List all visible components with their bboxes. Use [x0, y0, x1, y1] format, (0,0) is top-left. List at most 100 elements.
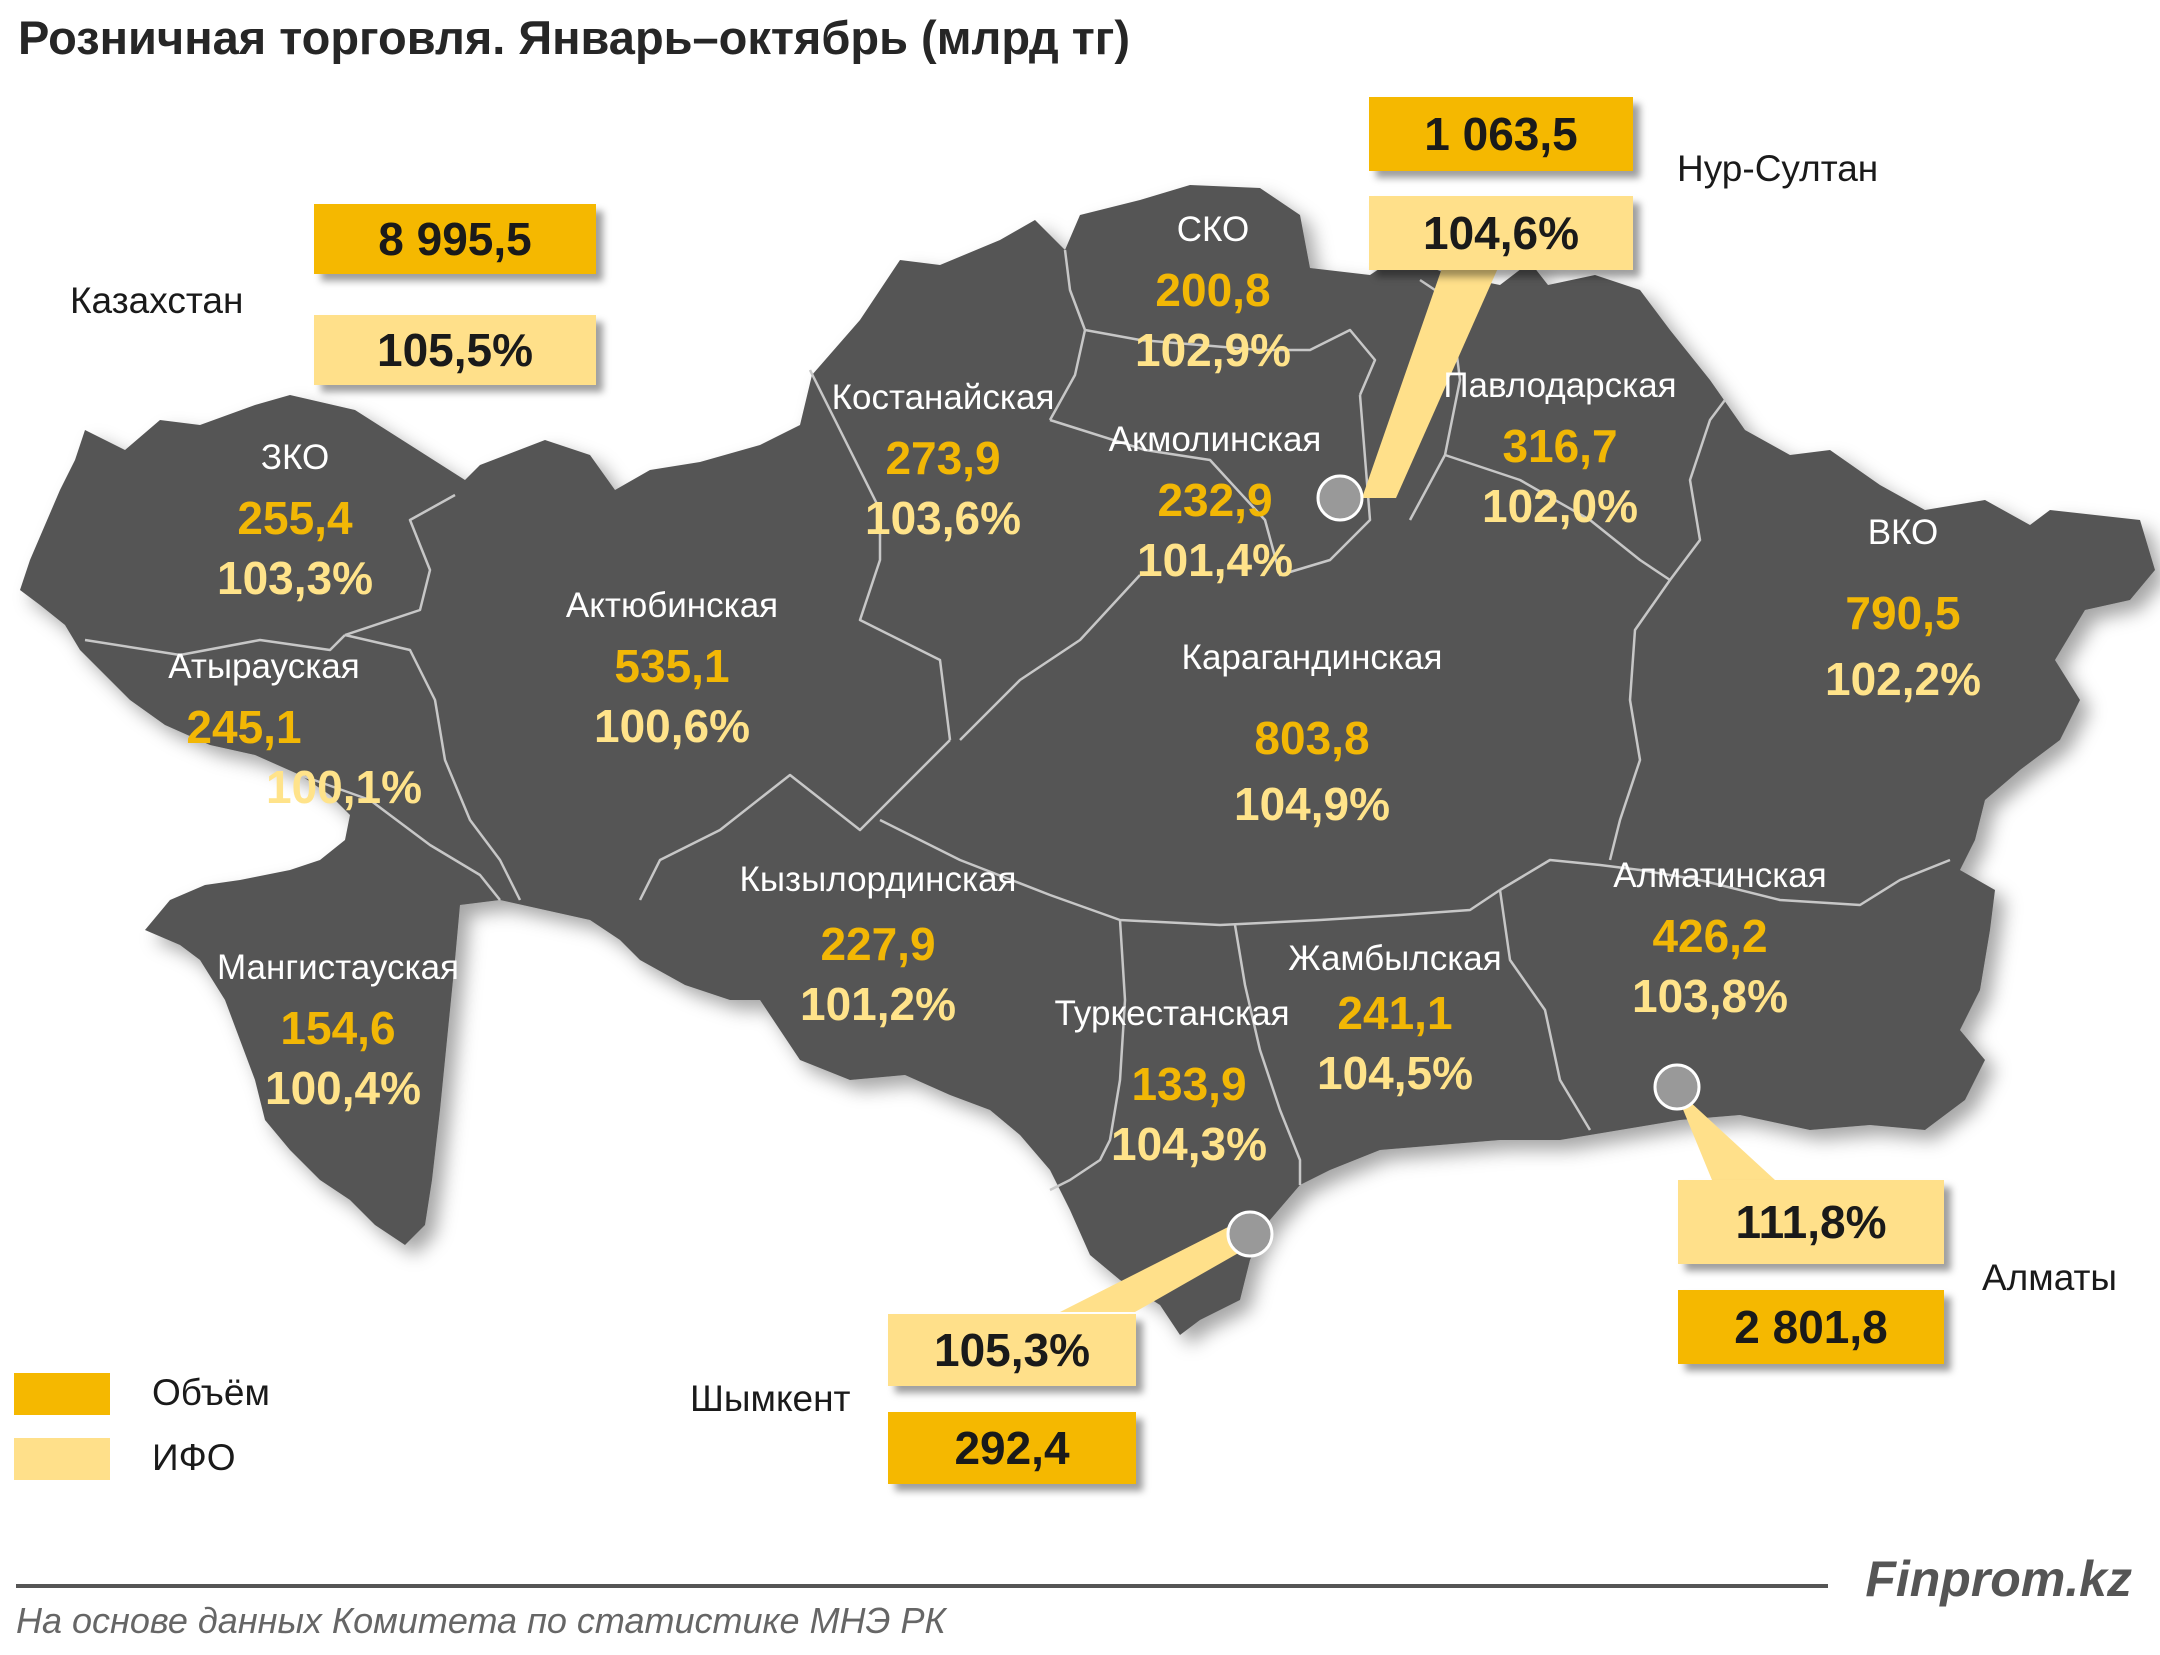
- kazakhstan-volume-box: 8 995,5: [314, 204, 596, 274]
- border-akmola-karaganda: [1049, 394, 1372, 577]
- region-ifo: 102,2%: [1824, 653, 1982, 705]
- region-ifo: 100,6%: [593, 700, 751, 752]
- shymkent-volume-box: 292,4: [888, 1412, 1136, 1484]
- region-label-atyrau: Атырауская 245,1 100,1%: [106, 649, 422, 810]
- region-ifo: 100,4%: [264, 1062, 422, 1114]
- region-name: Кызылординская: [739, 860, 1017, 899]
- border-zko-atyrau: [84, 634, 346, 657]
- region-name: ЗКО: [260, 438, 330, 477]
- region-volume: 154,6: [280, 1002, 396, 1054]
- region-label-akmola: Акмолинская 232,9 101,4%: [1109, 422, 1322, 583]
- nur-sultan-label: Нур-Султан: [1677, 148, 1879, 189]
- region-label-vko: ВКО 790,5 102,2%: [1825, 515, 1981, 702]
- region-name: СКО: [1176, 210, 1250, 249]
- legend-volume-label: Объём: [152, 1372, 270, 1413]
- border-kostanay-aktobe: [808, 369, 952, 741]
- region-ifo: 103,6%: [864, 492, 1021, 544]
- region-volume: 245,1: [186, 701, 302, 753]
- region-volume: 273,9: [885, 432, 1001, 484]
- shymkent-label: Шымкент: [690, 1378, 851, 1419]
- border-atyrau-aktobe: [344, 633, 522, 901]
- legend-volume-swatch: [14, 1373, 110, 1415]
- nur-sultan-callout-pointer: [1362, 268, 1498, 498]
- region-ifo: 104,5%: [1316, 1047, 1474, 1099]
- border-sko-south: [1084, 328, 1377, 396]
- region-ifo: 102,9%: [1134, 324, 1292, 376]
- region-ifo: 101,4%: [1136, 534, 1293, 586]
- region-name: Алматинская: [1613, 856, 1827, 895]
- border-vko-karaganda: [1608, 579, 1672, 861]
- border-zhambyl-almaty: [1498, 889, 1592, 1131]
- region-volume: 232,9: [1157, 474, 1273, 526]
- nur-sultan-marker: [1316, 474, 1364, 522]
- region-ifo: 103,8%: [1631, 970, 1788, 1022]
- region-label-aktobe: Актюбинская 535,1 100,6%: [566, 588, 778, 749]
- source-note: На основе данных Комитета по статистике …: [16, 1600, 946, 1641]
- legend-ifo-label: ИФО: [152, 1437, 236, 1478]
- region-volume: 227,9: [820, 918, 936, 970]
- region-label-sko: СКО 200,8 102,9%: [1135, 212, 1291, 373]
- region-ifo: 102,0%: [1481, 480, 1638, 532]
- region-name: Жамбылская: [1288, 939, 1502, 978]
- city-markers: [1060, 268, 1775, 1312]
- region-volume: 200,8: [1155, 264, 1271, 316]
- region-name: Атырауская: [168, 647, 360, 686]
- region-name: ВКО: [1867, 513, 1939, 552]
- legend-ifo-swatch: [14, 1438, 110, 1480]
- region-name: Туркестанская: [1054, 994, 1290, 1033]
- region-label-zhambyl: Жамбылская 241,1 104,5%: [1288, 941, 1501, 1096]
- nur-sultan-ifo-box: 104,6%: [1369, 196, 1633, 270]
- region-ifo: 100,1%: [265, 761, 423, 813]
- region-name: Мангистауская: [217, 948, 459, 987]
- almaty-label: Алматы: [1982, 1257, 2118, 1298]
- region-label-karaganda: Карагандинская 803,8 104,9%: [1182, 640, 1443, 827]
- shymkent-marker: [1226, 1210, 1274, 1258]
- region-name: Костанайская: [831, 378, 1055, 417]
- almaty-ifo-box: 111,8%: [1678, 1180, 1944, 1264]
- border-turkestan-zhambyl: [1233, 924, 1302, 1185]
- region-label-almaty-region: Алматинская 426,2 103,8%: [1613, 858, 1826, 1019]
- region-ifo: 103,3%: [216, 552, 374, 604]
- region-label-turkestan: Туркестанская 133,9 104,3%: [1054, 996, 1289, 1167]
- region-volume: 133,9: [1131, 1058, 1247, 1110]
- border-aktobe-kyzylorda: [638, 739, 951, 901]
- kazakhstan-label: Казахстан: [70, 280, 244, 321]
- region-volume: 255,4: [237, 492, 353, 544]
- brand-logo: Finprom.kz: [1865, 1551, 2132, 1607]
- almaty-volume-box: 2 801,8: [1678, 1290, 1944, 1364]
- region-name: Актюбинская: [565, 586, 779, 625]
- border-karaganda-almaty: [1499, 858, 1641, 892]
- region-volume: 426,2: [1652, 910, 1768, 962]
- border-zko-aktobe: [344, 493, 456, 637]
- region-label-mangystau: Мангистауская 154,6 100,4%: [217, 950, 459, 1111]
- region-label-kostanay: Костанайская 273,9 103,6%: [832, 380, 1055, 541]
- region-name: Павлодарская: [1443, 366, 1677, 405]
- region-volume: 803,8: [1254, 712, 1370, 764]
- border-atyrau-mangystau: [299, 773, 501, 901]
- kazakhstan-ifo-box: 105,5%: [314, 315, 596, 385]
- region-label-kyzylorda: Кызылординская 227,9 101,2%: [740, 862, 1017, 1027]
- region-volume: 790,5: [1845, 587, 1961, 639]
- region-label-pavlodar: Павлодарская 316,7 102,0%: [1443, 368, 1676, 529]
- region-volume: 241,1: [1337, 987, 1453, 1039]
- region-volume: 535,1: [614, 640, 730, 692]
- almaty-marker: [1653, 1063, 1701, 1111]
- region-ifo: 104,9%: [1233, 778, 1391, 830]
- border-kyzylorda-karaganda: [879, 818, 1501, 927]
- nur-sultan-volume-box: 1 063,5: [1369, 97, 1633, 171]
- footer-divider: [16, 1584, 1828, 1588]
- region-label-zko: ЗКО 255,4 103,3%: [217, 440, 373, 601]
- region-volume: 316,7: [1502, 420, 1618, 472]
- country-outline: [20, 185, 2155, 1335]
- border-kyzylorda-turkestan: [1049, 919, 1127, 1192]
- shymkent-callout-pointer: [1060, 1223, 1256, 1312]
- almaty-callout-pointer: [1668, 1073, 1775, 1180]
- shymkent-ifo-box: 105,3%: [888, 1314, 1136, 1386]
- region-name: Акмолинская: [1108, 420, 1322, 459]
- region-name: Карагандинская: [1181, 638, 1443, 677]
- border-vko-almaty: [1639, 858, 1951, 907]
- region-ifo: 101,2%: [799, 978, 956, 1030]
- border-karaganda-kostanay: [959, 574, 1141, 741]
- region-ifo: 104,3%: [1110, 1118, 1267, 1170]
